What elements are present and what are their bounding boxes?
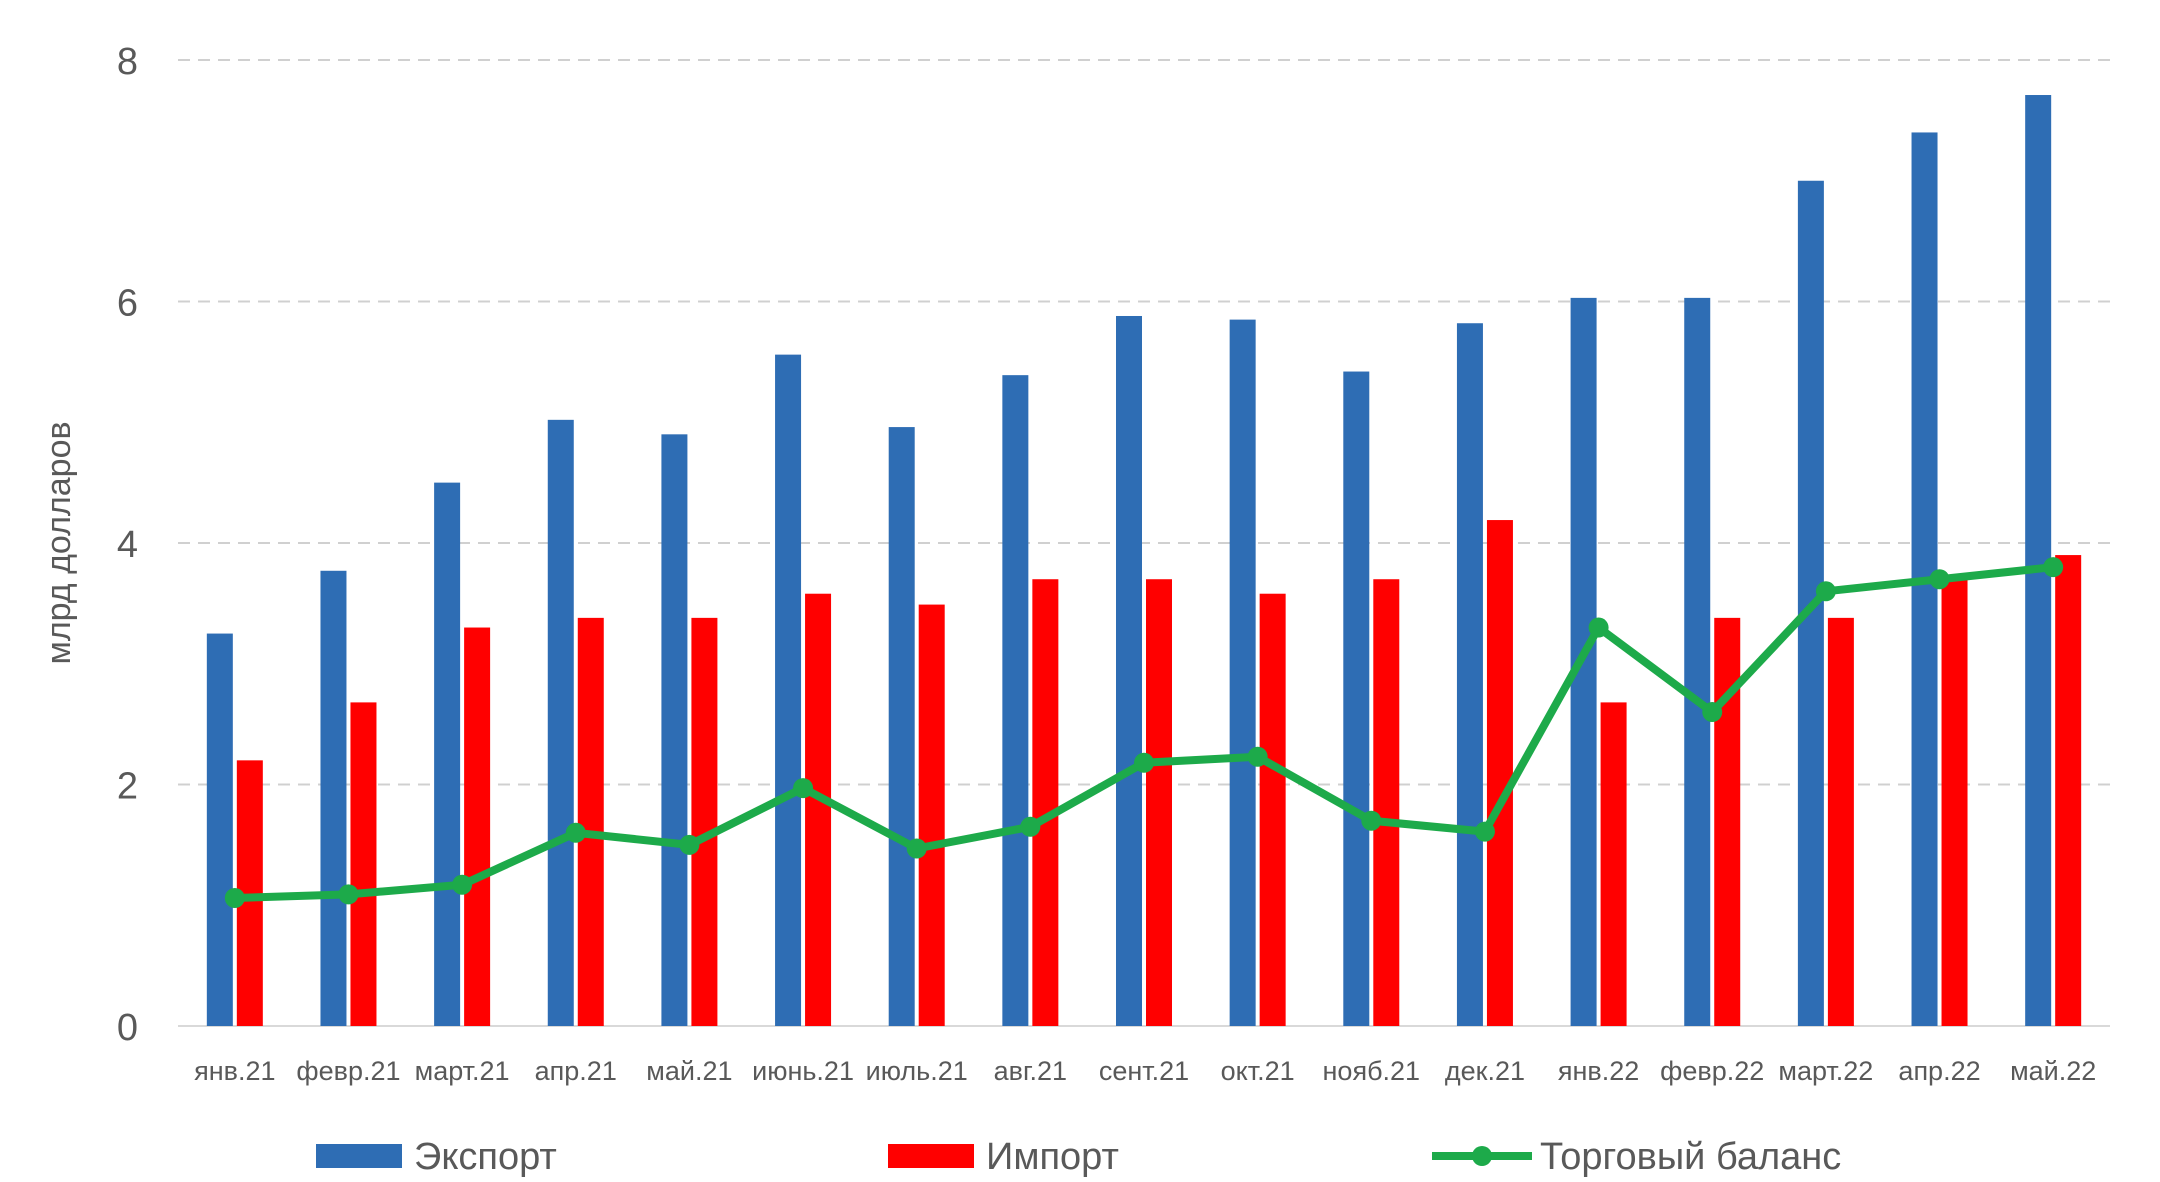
legend-label: Торговый баланс	[1540, 1136, 1841, 1177]
export-bar	[547, 419, 574, 1027]
x-tick-label: нояб.21	[1323, 1056, 1421, 1086]
export-bar	[1002, 375, 1029, 1027]
import-bar	[350, 702, 377, 1026]
x-tick-label: июнь.21	[752, 1056, 854, 1086]
trade-balance-point	[1929, 569, 1950, 590]
x-tick-label: апр.22	[1898, 1056, 1980, 1086]
x-tick-label: дек.21	[1445, 1056, 1525, 1086]
y-tick-label: 6	[117, 283, 138, 325]
y-tick-label: 8	[117, 41, 138, 83]
import-bar	[1373, 579, 1400, 1026]
import-bar	[691, 617, 718, 1026]
x-tick-label: март.21	[415, 1056, 510, 1086]
import-bar	[1486, 520, 1513, 1026]
x-tick-label: окт.21	[1221, 1056, 1295, 1086]
export-bar	[206, 633, 233, 1026]
export-bar	[1116, 315, 1142, 1026]
import-bar	[1146, 579, 1172, 1026]
import-bar	[1941, 579, 1968, 1026]
x-tick-label: апр.21	[535, 1056, 617, 1086]
import-bar	[1827, 617, 1854, 1026]
trade-balance-point	[1815, 581, 1836, 602]
trade-balance-point	[1020, 816, 1041, 837]
legend-swatch	[888, 1144, 974, 1168]
x-tick-label: янв.21	[194, 1056, 275, 1086]
export-bar	[1229, 319, 1256, 1026]
trade-balance-point	[1134, 752, 1154, 773]
trade-balance-point	[1361, 810, 1382, 831]
x-tick-label: сент.21	[1099, 1056, 1189, 1086]
import-bar	[918, 604, 945, 1026]
trade-balance-point	[2043, 557, 2064, 578]
legend-swatch	[316, 1144, 402, 1168]
trade-balance-point	[1247, 746, 1268, 767]
x-tick-label: февр.21	[296, 1056, 400, 1086]
x-tick-label: авг.21	[994, 1056, 1067, 1086]
export-bar	[661, 434, 688, 1026]
import-bar	[464, 627, 491, 1026]
trade-balance-point	[793, 778, 814, 799]
legend-label: Импорт	[986, 1136, 1119, 1177]
trade-balance-point	[679, 834, 700, 855]
import-bar	[1714, 617, 1741, 1026]
export-bar	[320, 570, 347, 1026]
y-tick-label: 0	[117, 1007, 138, 1049]
y-tick-label: 2	[117, 766, 138, 808]
trade-balance-point	[1474, 821, 1495, 842]
x-tick-label: март.22	[1778, 1056, 1873, 1086]
trade-balance-point	[224, 888, 245, 909]
export-bar	[1343, 371, 1370, 1026]
legend-label: Экспорт	[414, 1136, 557, 1177]
trade-balance-point	[338, 884, 359, 905]
export-bar	[888, 427, 915, 1027]
import-bar	[2055, 555, 2082, 1026]
trade-balance-point	[565, 822, 586, 843]
import-bar	[805, 593, 832, 1026]
y-tick-label: 4	[117, 524, 138, 566]
y-axis-label: млрд долларов	[40, 421, 78, 664]
trade-balance-point	[452, 874, 473, 895]
import-bar	[577, 617, 604, 1026]
export-bar	[1456, 323, 1483, 1026]
export-bar	[434, 482, 461, 1026]
trade-balance-point	[906, 838, 927, 859]
x-tick-label: февр.22	[1660, 1056, 1764, 1086]
import-bar	[1600, 702, 1627, 1026]
trade-balance-point	[1702, 702, 1723, 723]
import-bar	[1032, 579, 1059, 1026]
trade-balance-line	[234, 563, 2054, 903]
legend-marker	[1472, 1146, 1492, 1166]
trade-balance-point	[1588, 617, 1609, 638]
export-bar	[775, 354, 802, 1026]
x-tick-label: июль.21	[866, 1056, 968, 1086]
export-bar	[1684, 297, 1711, 1026]
x-tick-label: май.22	[2010, 1056, 2096, 1086]
x-tick-label: янв.22	[1558, 1056, 1639, 1086]
x-tick-label: май.21	[646, 1056, 732, 1086]
import-bar	[1259, 593, 1286, 1026]
